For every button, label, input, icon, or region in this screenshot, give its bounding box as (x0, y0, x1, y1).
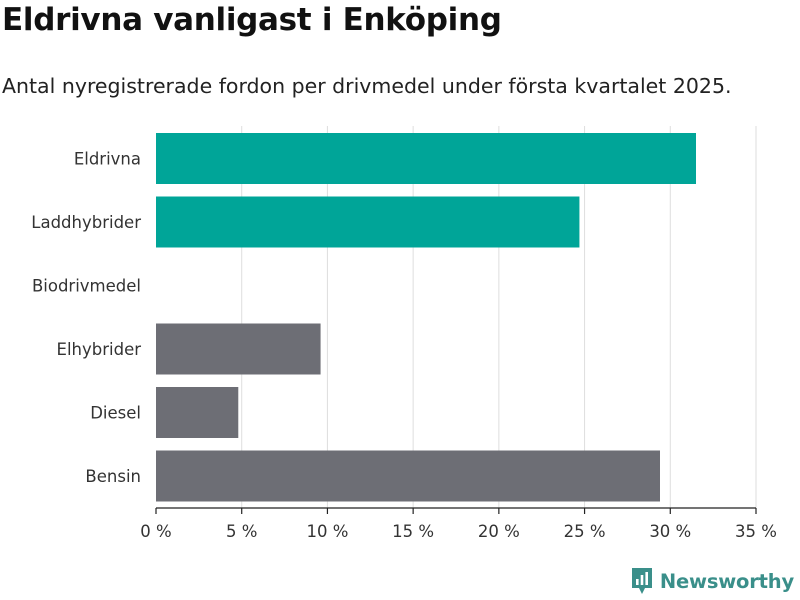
x-tick-label-15: 15 % (392, 522, 434, 541)
category-label-laddhybrider: Laddhybrider (31, 213, 141, 232)
brand-logo: Newsworthy (630, 566, 794, 596)
category-label-eldrivna: Eldrivna (74, 150, 141, 169)
bar-bensin (156, 450, 660, 502)
chart-subtitle: Antal nyregistrerade fordon per drivmede… (2, 74, 732, 98)
bars (156, 133, 696, 502)
bar-laddhybrider (156, 196, 580, 248)
x-tick-label-0: 0 % (140, 522, 171, 541)
x-tick-label-30: 30 % (649, 522, 691, 541)
bar-eldrivna (156, 133, 696, 184)
chart-title: Eldrivna vanligast i Enköping (2, 2, 502, 38)
brand-name: Newsworthy (659, 569, 794, 593)
category-label-biodrivmedel: Biodrivmedel (32, 277, 141, 296)
category-label-diesel: Diesel (90, 404, 141, 423)
category-labels: Eldrivna Laddhybrider Biodrivmedel Elhybrid… (31, 150, 141, 487)
x-tick-label-20: 20 % (478, 522, 520, 541)
x-tick-label-10: 10 % (306, 522, 348, 541)
category-label-bensin: Bensin (85, 467, 141, 486)
x-axis: 0 % 5 % 10 % 15 % 20 % 25 % 30 % 35 % (140, 507, 777, 541)
x-tick-label-25: 25 % (564, 522, 606, 541)
x-tick-label-35: 35 % (735, 522, 777, 541)
bar-diesel (156, 387, 239, 438)
x-tick-label-5: 5 % (226, 522, 257, 541)
newsworthy-logo-icon (631, 568, 652, 594)
category-label-elhybrider: Elhybrider (57, 340, 142, 359)
bar-elhybrider (156, 323, 321, 375)
grid-lines (241, 126, 757, 508)
